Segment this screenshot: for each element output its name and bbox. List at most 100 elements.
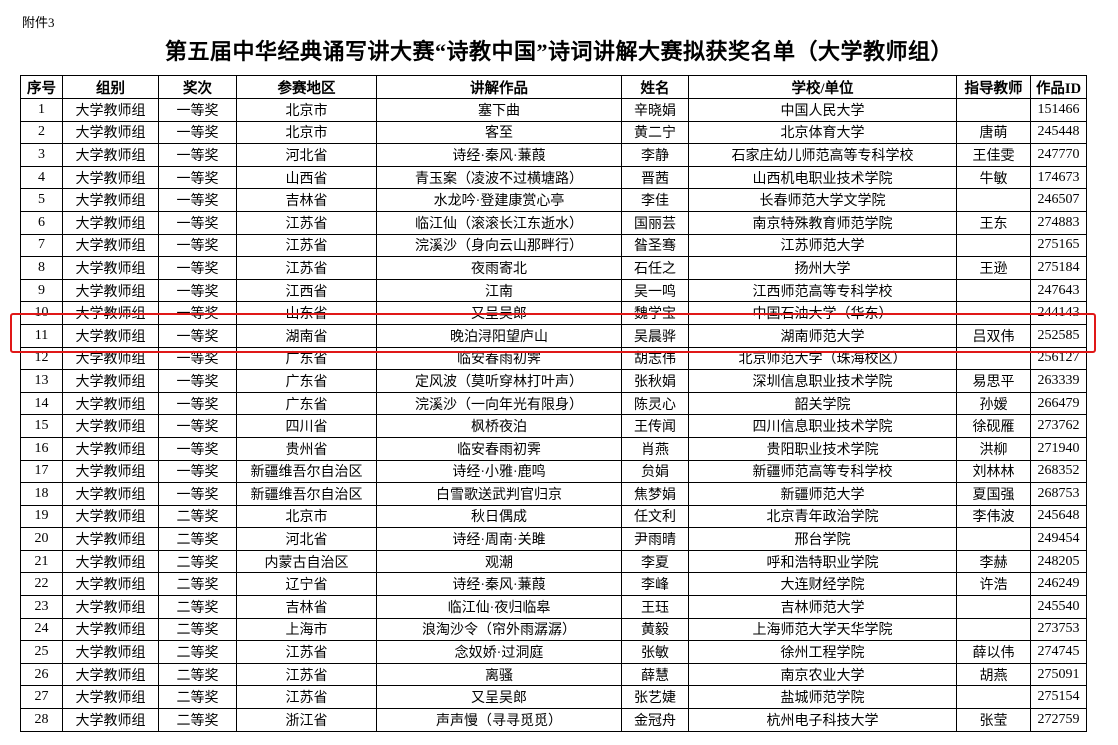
table-cell: 又呈吴郎 bbox=[376, 685, 622, 710]
table-row: 14 大学教师组 一等奖 广东省 浣溪沙（一向年光有限身） 陈灵心 韶关学院 孙嫒 266479 bbox=[20, 391, 1087, 416]
table-cell: 辽宁省 bbox=[236, 572, 377, 597]
table-cell: 江苏省 bbox=[236, 233, 377, 258]
table-cell: 274745 bbox=[1030, 640, 1087, 664]
table-cell: 贵阳职业技术学院 bbox=[688, 436, 957, 461]
table-cell: 临安春雨初霁 bbox=[376, 436, 622, 461]
table-cell: 二等奖 bbox=[158, 708, 237, 732]
table-cell: 北京市 bbox=[236, 504, 377, 529]
table-cell: 252585 bbox=[1030, 323, 1087, 348]
table-body: 1 大学教师组 一等奖 北京市 塞下曲 辛晓娟 中国人民大学 151466 2 大学教师组 一等奖北… bbox=[20, 98, 1087, 732]
table-cell: 上海市 bbox=[236, 617, 377, 642]
table-cell: 黄二宁 bbox=[621, 120, 689, 145]
table-cell: 大学教师组 bbox=[62, 549, 159, 574]
table-cell: 许浩 bbox=[956, 572, 1031, 597]
column-header: 作品ID bbox=[1030, 75, 1087, 99]
table-row: 27 大学教师组 二等奖 江苏省 又呈吴郎 张艺婕 盐城师范学院 275154 bbox=[20, 685, 1087, 710]
table-cell: 盐城师范学院 bbox=[688, 685, 957, 710]
header-row: 序号 组别 奖次 参赛地区 讲解作品 姓名 学校/单位 指导教师 作品ID bbox=[20, 75, 1087, 99]
table-cell: 二等奖 bbox=[158, 504, 237, 529]
table-cell: 18 bbox=[20, 482, 63, 506]
table-cell: 北京体育大学 bbox=[688, 120, 957, 145]
table-row: 6 大学教师组 一等奖 江苏省 临江仙（滚滚长江东逝水） 国丽芸 南京特殊教育师范学院 王东 2… bbox=[20, 210, 1087, 235]
table-cell: 16 bbox=[20, 436, 63, 461]
table-cell: 28 bbox=[20, 708, 63, 732]
table-cell: 浣溪沙（身向云山那畔行） bbox=[376, 233, 622, 258]
table-cell: 北京市 bbox=[236, 98, 377, 122]
table-row: 2 大学教师组 一等奖 北京市 客至 黄二宁 北京体育大学 唐萌 245448 bbox=[20, 120, 1087, 145]
table-cell: 大学教师组 bbox=[62, 436, 159, 461]
table-cell: 275165 bbox=[1030, 233, 1087, 258]
document-title: 第五届中华经典诵写讲大赛“诗教中国”诗词讲解大赛拟获奖名单（大学教师组） bbox=[164, 39, 953, 64]
table-cell: 大学教师组 bbox=[62, 708, 159, 732]
table-row: 3 大学教师组 一等奖 河北省 诗经·秦风·蒹葭 李静 石家庄幼儿师范高等专科学校 王佳雯 24… bbox=[20, 143, 1087, 167]
table-cell: 湖南省 bbox=[236, 323, 377, 348]
table-cell bbox=[956, 233, 1031, 258]
table-row: 15 大学教师组 一等奖 四川省 枫桥夜泊 王传闻 四川信息职业技术学院 徐砚雁 273762 bbox=[20, 414, 1087, 438]
table-cell: 新疆师范高等专科学校 bbox=[688, 459, 957, 484]
table-cell: 诗经·秦风·蒹葭 bbox=[376, 143, 622, 167]
column-header: 序号 bbox=[20, 75, 63, 99]
table-cell: 275091 bbox=[1030, 662, 1087, 687]
table-cell: 徐州工程学院 bbox=[688, 640, 957, 664]
table-cell: 大学教师组 bbox=[62, 527, 159, 551]
table-cell bbox=[956, 278, 1031, 303]
table-cell: 浣溪沙（一向年光有限身） bbox=[376, 391, 622, 416]
table-cell: 151466 bbox=[1030, 98, 1087, 122]
column-header: 组别 bbox=[62, 75, 159, 99]
table-cell: 一等奖 bbox=[158, 188, 237, 212]
table-cell: 晋茜 bbox=[621, 165, 689, 190]
table-cell: 249454 bbox=[1030, 527, 1087, 551]
table-cell: 贠娟 bbox=[621, 459, 689, 484]
table-cell bbox=[956, 98, 1031, 122]
table-cell: 1 bbox=[20, 98, 63, 122]
table-cell: 江苏省 bbox=[236, 685, 377, 710]
table-cell: 李夏 bbox=[621, 549, 689, 574]
table-cell: 22 bbox=[20, 572, 63, 597]
table-cell: 张秋娟 bbox=[621, 369, 689, 393]
table-cell: 一等奖 bbox=[158, 143, 237, 167]
table-row: 26 大学教师组 二等奖 江苏省 离骚 薛慧 南京农业大学 胡燕 275091 bbox=[20, 662, 1087, 687]
table-cell: 20 bbox=[20, 527, 63, 551]
table-cell: 石任之 bbox=[621, 256, 689, 280]
column-header: 指导教师 bbox=[956, 75, 1031, 99]
table-cell: 肖燕 bbox=[621, 436, 689, 461]
table-cell: 274883 bbox=[1030, 210, 1087, 235]
table-cell: 广东省 bbox=[236, 391, 377, 416]
table-cell: 大学教师组 bbox=[62, 120, 159, 145]
table-cell: 247643 bbox=[1030, 278, 1087, 303]
table-cell: 扬州大学 bbox=[688, 256, 957, 280]
table-cell: 呼和浩特职业学院 bbox=[688, 549, 957, 574]
table-cell: 诗经·周南·关雎 bbox=[376, 527, 622, 551]
table-cell: 26 bbox=[20, 662, 63, 687]
table-cell: 王珏 bbox=[621, 595, 689, 619]
table-cell: 王佳雯 bbox=[956, 143, 1031, 167]
table-cell: 念奴娇·过洞庭 bbox=[376, 640, 622, 664]
table-cell: 13 bbox=[20, 369, 63, 393]
table-cell: 272759 bbox=[1030, 708, 1087, 732]
table-cell: 江西省 bbox=[236, 278, 377, 303]
table-cell: 山西机电职业技术学院 bbox=[688, 165, 957, 190]
table-cell: 25 bbox=[20, 640, 63, 664]
table-cell: 一等奖 bbox=[158, 233, 237, 258]
table-cell: 深圳信息职业技术学院 bbox=[688, 369, 957, 393]
table-cell: 夜雨寄北 bbox=[376, 256, 622, 280]
table-cell: 大学教师组 bbox=[62, 369, 159, 393]
table-cell: 9 bbox=[20, 278, 63, 303]
table-row: 13 大学教师组 一等奖 广东省 定风波（莫听穿林打叶声） 张秋娟 深圳信息职业技术学院 易思… bbox=[20, 369, 1087, 393]
table-cell: 任文利 bbox=[621, 504, 689, 529]
table-cell: 二等奖 bbox=[158, 549, 237, 574]
table-cell: 268352 bbox=[1030, 459, 1087, 484]
table-row: 19 大学教师组 二等奖 北京市 秋日偶成 任文利 北京青年政治学院 李伟波 245648 bbox=[20, 504, 1087, 529]
table-cell: 薛慧 bbox=[621, 662, 689, 687]
table-cell: 李佳 bbox=[621, 188, 689, 212]
table-cell: 275154 bbox=[1030, 685, 1087, 710]
table-cell: 大学教师组 bbox=[62, 595, 159, 619]
table-cell: 浪淘沙令（帘外雨潺潺） bbox=[376, 617, 622, 642]
table-cell: 一等奖 bbox=[158, 391, 237, 416]
table-cell: 大学教师组 bbox=[62, 278, 159, 303]
table-cell: 江苏师范大学 bbox=[688, 233, 957, 258]
table-cell: 山西省 bbox=[236, 165, 377, 190]
table-cell bbox=[956, 188, 1031, 212]
table-cell: 21 bbox=[20, 549, 63, 574]
table-cell: 大学教师组 bbox=[62, 210, 159, 235]
